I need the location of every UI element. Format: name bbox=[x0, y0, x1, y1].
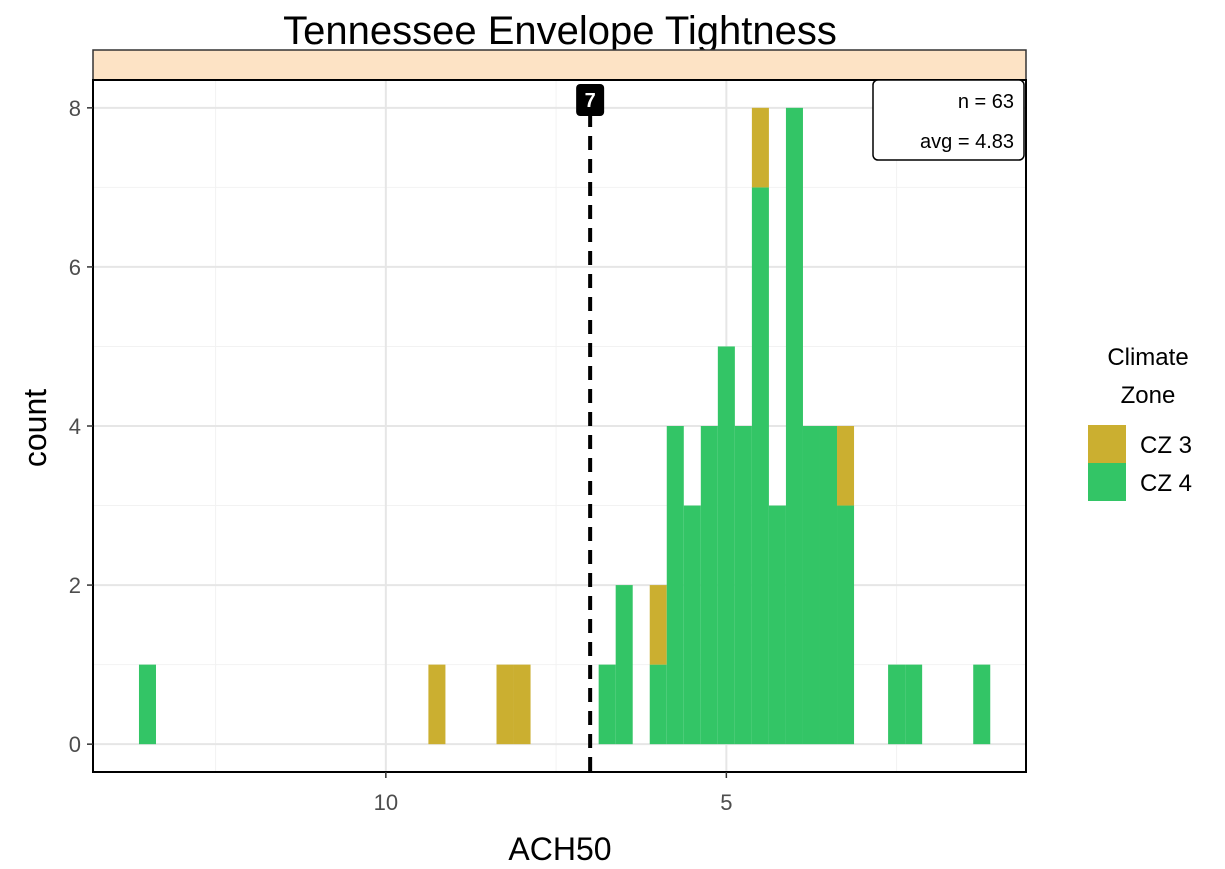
bar-cz4 bbox=[973, 664, 991, 745]
bar-cz4 bbox=[734, 426, 752, 745]
bar-cz4 bbox=[751, 187, 769, 745]
bar-cz4 bbox=[888, 664, 906, 745]
x-tick-label: 5 bbox=[720, 790, 732, 815]
bar-cz3 bbox=[837, 426, 855, 506]
x-axis-title: ACH50 bbox=[508, 831, 611, 867]
bar-cz4 bbox=[649, 664, 667, 745]
bar-cz4 bbox=[683, 505, 701, 745]
bar-cz4 bbox=[598, 664, 616, 745]
bar-cz4 bbox=[768, 505, 786, 745]
x-tick-label: 10 bbox=[374, 790, 398, 815]
bar-cz4 bbox=[837, 505, 855, 745]
facet-strip bbox=[92, 49, 1027, 81]
bar-cz4 bbox=[819, 426, 838, 745]
y-tick-label: 6 bbox=[69, 255, 81, 280]
bar-cz4 bbox=[905, 664, 923, 745]
y-tick-label: 0 bbox=[69, 732, 81, 757]
reference-marker-label: 7 bbox=[585, 90, 596, 112]
legend-swatch bbox=[1088, 463, 1126, 501]
avg-label: avg = 4.83 bbox=[920, 131, 1014, 153]
y-tick-label: 2 bbox=[69, 573, 81, 598]
legend: Climate Zone CZ 3 CZ 4 bbox=[1088, 344, 1192, 501]
bar-cz4 bbox=[717, 346, 735, 745]
n-label: n = 63 bbox=[958, 91, 1014, 113]
bar-cz4 bbox=[785, 107, 803, 745]
bars bbox=[138, 107, 991, 745]
bar-cz3 bbox=[649, 585, 667, 665]
bar-cz4 bbox=[802, 426, 820, 745]
y-tick-label: 8 bbox=[69, 96, 81, 121]
bar-cz3 bbox=[496, 664, 514, 745]
stats-box: n = 63 avg = 4.83 bbox=[872, 79, 1025, 161]
legend-label: CZ 3 bbox=[1140, 432, 1192, 459]
bar-cz4 bbox=[615, 585, 633, 745]
legend-title-line-2: Zone bbox=[1121, 382, 1176, 409]
bar-cz4 bbox=[138, 664, 156, 745]
reference-line-group: 7 bbox=[576, 84, 605, 772]
legend-title-line-1: Climate bbox=[1107, 344, 1188, 371]
chart-title: Tennessee Envelope Tightness bbox=[283, 9, 837, 53]
reference-marker bbox=[576, 84, 605, 116]
legend-swatch bbox=[1088, 425, 1126, 463]
bar-cz4 bbox=[700, 426, 718, 745]
bar-cz3 bbox=[513, 664, 531, 745]
y-axis-title: count bbox=[17, 389, 53, 467]
bar-cz3 bbox=[751, 107, 769, 188]
bar-cz3 bbox=[428, 664, 446, 745]
legend-label: CZ 4 bbox=[1140, 470, 1192, 497]
x-axis-ticks: 10 5 bbox=[374, 772, 732, 815]
bar-cz4 bbox=[666, 426, 684, 745]
stats-box-frame bbox=[872, 79, 1025, 161]
grid bbox=[93, 80, 1026, 772]
y-tick-label: 4 bbox=[69, 414, 81, 439]
y-axis-ticks: 0 2 4 6 8 bbox=[69, 96, 93, 757]
